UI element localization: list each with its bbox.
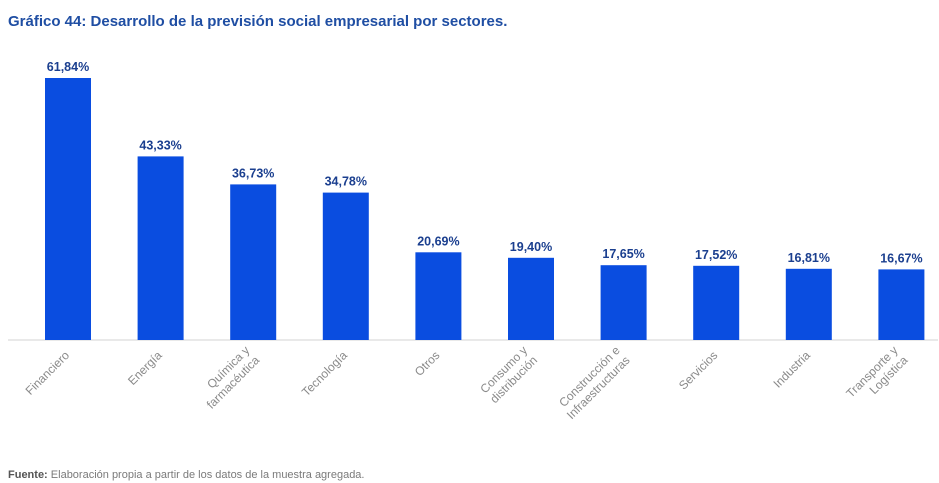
category-label-7: Servicios	[676, 348, 720, 392]
value-label-7: 17,52%	[695, 248, 737, 262]
value-label-3: 34,78%	[325, 175, 367, 189]
category-label-8-line-0: Industria	[770, 348, 813, 391]
source-text: Elaboración propia a partir de los datos…	[47, 469, 365, 481]
value-label-5: 19,40%	[510, 240, 552, 254]
source-note: Fuente: Elaboración propia a partir de l…	[8, 469, 364, 481]
chart-title: Gráfico 44: Desarrollo de la previsión s…	[8, 13, 508, 30]
category-label-7-line-0: Servicios	[676, 348, 720, 392]
value-label-2: 36,73%	[232, 166, 274, 180]
value-labels-layer: 61,84% 43,33% 36,73% 34,78% 20,69% 19,40% 17,6…	[47, 60, 923, 265]
bar-2	[230, 184, 277, 340]
bar-9	[878, 269, 925, 340]
bars-layer	[45, 78, 925, 340]
value-label-4: 20,69%	[417, 234, 459, 248]
category-label-3: Tecnología	[299, 348, 350, 399]
bar-6	[600, 265, 647, 340]
bar-3	[322, 192, 369, 340]
bar-0	[45, 78, 91, 340]
bar-8	[785, 268, 832, 340]
bar-5	[508, 257, 554, 340]
value-label-8: 16,81%	[788, 251, 830, 265]
category-label-1-line-0: Energía	[125, 348, 165, 388]
category-label-4-line-0: Otros	[412, 348, 443, 379]
category-label-4: Otros	[412, 348, 443, 379]
bar-7	[693, 265, 740, 340]
value-label-6: 17,65%	[602, 247, 644, 261]
category-label-0-line-0: Financiero	[23, 348, 73, 398]
category-label-1: Energía	[125, 348, 165, 388]
value-label-0: 61,84%	[47, 60, 89, 74]
value-label-9: 16,67%	[880, 251, 922, 265]
category-label-8: Industria	[770, 348, 813, 391]
bar-4	[415, 252, 462, 340]
category-label-3-line-0: Tecnología	[299, 348, 350, 399]
source-label: Fuente:	[8, 469, 48, 481]
bar-1	[137, 156, 184, 340]
category-label-0: Financiero	[23, 348, 73, 398]
value-label-1: 43,33%	[139, 138, 181, 152]
